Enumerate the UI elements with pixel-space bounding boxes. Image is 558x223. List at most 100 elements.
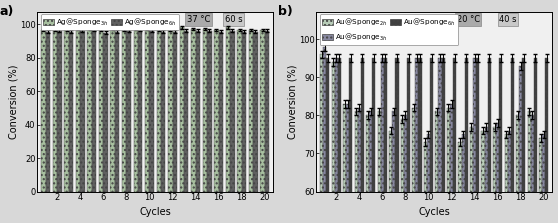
Bar bbox=[522, 58, 526, 223]
Bar bbox=[378, 112, 381, 223]
Bar bbox=[534, 58, 537, 223]
Bar bbox=[415, 58, 418, 223]
Bar bbox=[145, 28, 150, 192]
Bar bbox=[430, 58, 433, 223]
Bar bbox=[482, 130, 484, 223]
Bar bbox=[99, 30, 103, 192]
Bar bbox=[92, 30, 96, 192]
Bar bbox=[401, 119, 404, 223]
Bar bbox=[57, 31, 61, 192]
Bar bbox=[88, 28, 92, 192]
Bar bbox=[528, 112, 531, 223]
Bar bbox=[381, 58, 384, 223]
Bar bbox=[249, 30, 253, 192]
Text: a): a) bbox=[0, 5, 13, 18]
Bar bbox=[237, 30, 242, 192]
Bar bbox=[230, 31, 234, 192]
Bar bbox=[407, 58, 410, 223]
Bar bbox=[435, 112, 439, 223]
X-axis label: Cycles: Cycles bbox=[418, 207, 450, 217]
Bar bbox=[366, 115, 369, 223]
Bar bbox=[508, 130, 511, 223]
Bar bbox=[157, 30, 161, 192]
Bar bbox=[207, 31, 211, 192]
Bar bbox=[439, 58, 441, 223]
Bar bbox=[41, 30, 46, 192]
Bar bbox=[76, 28, 80, 192]
Bar bbox=[133, 28, 138, 192]
Bar bbox=[46, 32, 50, 192]
Bar bbox=[184, 31, 189, 192]
Bar bbox=[150, 31, 154, 192]
Bar bbox=[542, 134, 545, 223]
Bar bbox=[418, 58, 422, 223]
Text: 20 °C: 20 °C bbox=[456, 15, 480, 24]
Bar bbox=[122, 30, 127, 192]
Bar bbox=[389, 130, 392, 223]
Bar bbox=[504, 134, 508, 223]
Bar bbox=[242, 32, 246, 192]
Bar bbox=[412, 108, 415, 223]
Bar bbox=[219, 32, 223, 192]
Bar bbox=[396, 58, 398, 223]
Bar bbox=[331, 62, 335, 223]
Bar bbox=[338, 58, 341, 223]
Bar bbox=[493, 127, 496, 223]
Bar bbox=[349, 58, 353, 223]
Bar bbox=[115, 32, 119, 192]
Bar bbox=[346, 104, 349, 223]
Bar bbox=[161, 32, 165, 192]
Bar bbox=[427, 134, 430, 223]
Bar bbox=[516, 115, 519, 223]
Bar bbox=[369, 112, 372, 223]
Bar bbox=[461, 134, 465, 223]
Bar bbox=[320, 54, 323, 223]
Bar bbox=[470, 127, 473, 223]
Bar bbox=[80, 31, 85, 192]
Bar bbox=[496, 123, 499, 223]
Bar bbox=[453, 58, 456, 223]
Bar bbox=[138, 30, 142, 192]
Bar bbox=[226, 27, 230, 192]
Bar bbox=[168, 30, 172, 192]
Bar bbox=[519, 66, 522, 223]
Bar bbox=[458, 142, 461, 223]
Bar bbox=[335, 58, 338, 223]
Bar bbox=[53, 30, 57, 192]
Bar bbox=[447, 108, 450, 223]
Bar bbox=[531, 115, 534, 223]
Y-axis label: Conversion (%): Conversion (%) bbox=[8, 65, 18, 139]
Bar bbox=[539, 138, 542, 223]
Bar bbox=[323, 47, 326, 223]
Bar bbox=[103, 33, 108, 192]
Bar bbox=[465, 58, 468, 223]
Bar bbox=[473, 58, 476, 223]
Bar bbox=[488, 58, 491, 223]
Bar bbox=[384, 58, 387, 223]
Bar bbox=[326, 58, 329, 223]
Bar bbox=[499, 58, 502, 223]
Bar bbox=[127, 31, 131, 192]
Bar bbox=[484, 127, 488, 223]
Bar bbox=[343, 104, 346, 223]
Bar bbox=[372, 58, 376, 223]
Y-axis label: Conversion (%): Conversion (%) bbox=[287, 65, 297, 139]
Bar bbox=[214, 30, 219, 192]
Bar bbox=[545, 58, 549, 223]
Legend: Au@Sponge$_{2h}$, Au@Sponge$_{3h}$, Au@Sponge$_{6h}$: Au@Sponge$_{2h}$, Au@Sponge$_{3h}$, Au@S… bbox=[320, 14, 458, 45]
Bar bbox=[110, 29, 115, 192]
Text: 60 s: 60 s bbox=[225, 15, 243, 24]
Bar bbox=[180, 27, 184, 192]
Bar bbox=[261, 30, 265, 192]
Bar bbox=[64, 30, 69, 192]
Bar bbox=[392, 112, 396, 223]
Bar bbox=[511, 58, 514, 223]
Bar bbox=[404, 115, 407, 223]
Text: 40 s: 40 s bbox=[499, 15, 517, 24]
Bar bbox=[424, 142, 427, 223]
Bar bbox=[196, 31, 200, 192]
Bar bbox=[361, 58, 364, 223]
Text: 37 °C: 37 °C bbox=[187, 15, 210, 24]
Bar bbox=[441, 58, 445, 223]
Bar bbox=[253, 32, 258, 192]
